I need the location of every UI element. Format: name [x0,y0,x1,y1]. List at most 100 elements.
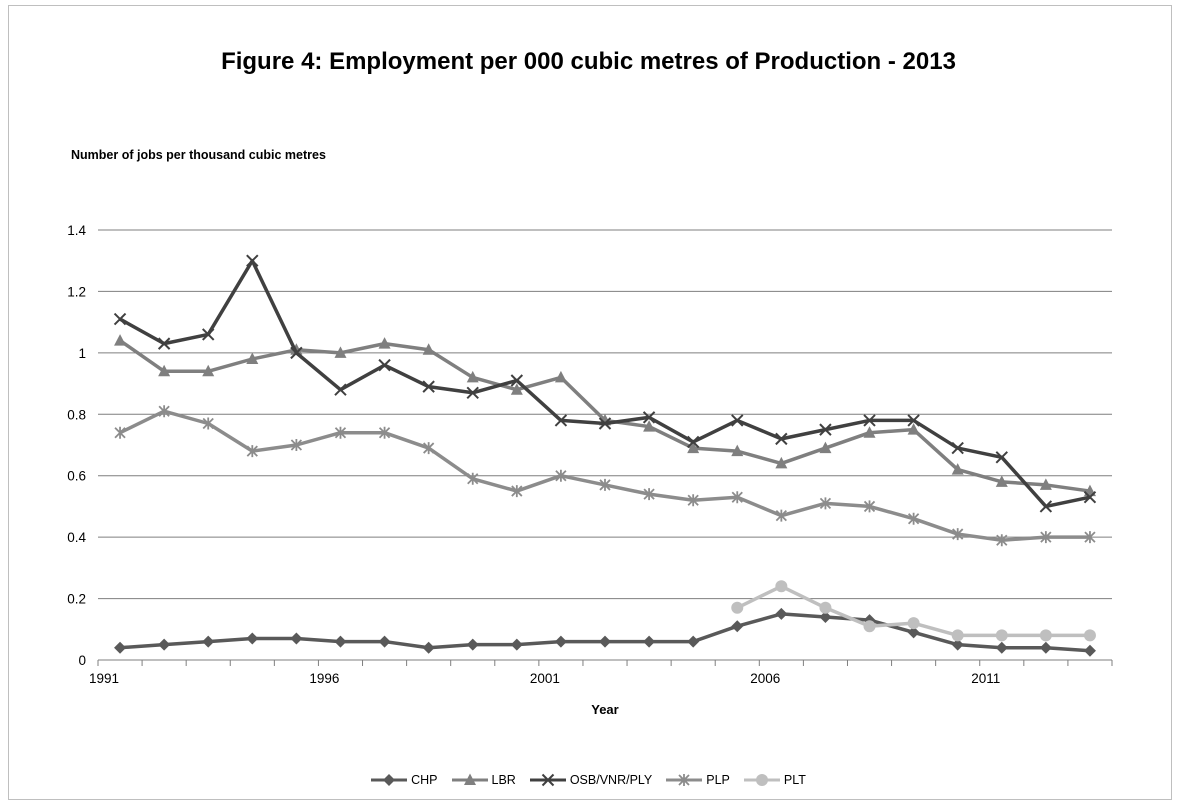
data-point-plt [819,601,832,614]
x-axis-title: Year [591,702,618,717]
data-point-plp [290,439,303,451]
data-point-plp [378,426,391,439]
data-point-plp [1040,531,1052,544]
data-point-plt [995,629,1008,642]
data-point-chp [907,626,920,639]
legend-marker [463,773,476,785]
data-point-osb-vnr-ply [1083,491,1097,504]
data-point-lbr [554,370,567,383]
legend-marker [383,774,396,786]
legend-item-chp: CHP [371,773,438,787]
data-point-plp [114,426,126,439]
data-point-osb-vnr-ply [202,328,215,341]
x-tick-label: 1991 [89,671,119,686]
data-point-chp [158,638,171,651]
data-point-osb-vnr-ply [951,441,964,455]
data-point-osb-vnr-ply [246,254,259,267]
legend-label: PLP [706,773,730,787]
data-point-osb-vnr-ply [290,346,303,360]
data-point-osb-vnr-ply [554,414,568,427]
data-point-plp [511,485,523,498]
data-point-chp [1039,641,1052,654]
data-point-lbr [775,456,788,469]
legend-item-plt: PLT [743,773,806,787]
y-tick-label: 0.6 [67,469,86,484]
data-point-osb-vnr-ply [598,417,612,430]
legend-marker [541,773,555,787]
data-point-chp [202,635,215,648]
data-point-chp [687,635,700,648]
legend-swatch-lbr [451,773,488,785]
data-point-chp [114,641,127,654]
y-tick-label: 1.2 [67,284,86,299]
data-point-lbr [378,337,391,349]
series-line-osb-vnr-ply [119,258,1091,509]
series-plp [114,405,1096,547]
legend: CHP LBR OSB/VNR/PLY PLP PLT [0,773,1177,787]
data-point-lbr [1039,478,1052,490]
data-point-lbr [951,463,964,475]
data-point-plp [819,497,832,510]
data-point-lbr [202,364,215,377]
legend-marker [755,774,768,786]
data-point-plt [907,617,920,630]
y-tick-label: 1.4 [67,223,86,238]
data-point-osb-vnr-ply [863,414,876,427]
data-point-lbr [334,346,347,358]
data-point-osb-vnr-ply [113,312,127,326]
data-point-chp [731,620,744,633]
data-point-chp [510,638,523,651]
data-point-chp [951,638,964,651]
data-point-osb-vnr-ply [334,383,347,396]
data-point-osb-vnr-ply [157,337,171,350]
x-tick-label: 2001 [530,671,560,686]
legend-swatch-plp [666,774,703,786]
x-tick-label: 1996 [309,671,339,686]
data-point-osb-vnr-ply [510,374,524,387]
data-point-plp [246,445,258,458]
data-point-chp [466,638,479,651]
data-point-osb-vnr-ply [731,414,744,427]
data-point-chp [599,635,611,648]
data-point-plt [1083,629,1096,642]
legend-swatch-plt [743,774,780,786]
series-lbr [114,334,1096,497]
legend-item-plp: PLP [666,773,730,787]
data-point-chp [775,607,788,620]
y-tick-label: 0.4 [67,530,86,545]
data-point-plp [158,405,170,418]
data-point-plp [775,509,787,522]
data-point-plp [467,472,479,485]
data-point-plp [863,500,876,513]
data-point-plt [863,620,876,633]
data-point-lbr [731,444,744,457]
data-point-osb-vnr-ply [995,451,1008,464]
y-axis-label: Number of jobs per thousand cubic metres [71,148,326,162]
series-plt [731,580,1096,642]
data-point-plp [687,494,699,507]
data-point-osb-vnr-ply [775,432,788,446]
x-tick-label: 2006 [750,671,780,686]
legend-swatch-chp [371,774,408,786]
data-point-plp [907,512,920,525]
legend-label: PLT [783,773,806,787]
data-point-plp [202,417,214,430]
data-point-plp [996,534,1008,547]
data-point-osb-vnr-ply [907,414,920,427]
data-point-osb-vnr-ply [1039,500,1053,513]
data-point-osb-vnr-ply [819,423,832,436]
data-point-plp [334,426,347,439]
data-point-plt [775,580,788,593]
data-point-plp [731,491,743,504]
data-point-lbr [863,426,876,438]
data-point-plt [1039,629,1052,642]
data-point-chp [246,632,259,645]
data-point-plp [1084,531,1096,544]
legend-marker [678,774,690,786]
data-point-plp [423,442,435,455]
legend-item-lbr: LBR [451,773,516,787]
data-point-chp [1083,644,1096,657]
series-chp [114,607,1096,657]
data-point-plp [555,469,567,482]
